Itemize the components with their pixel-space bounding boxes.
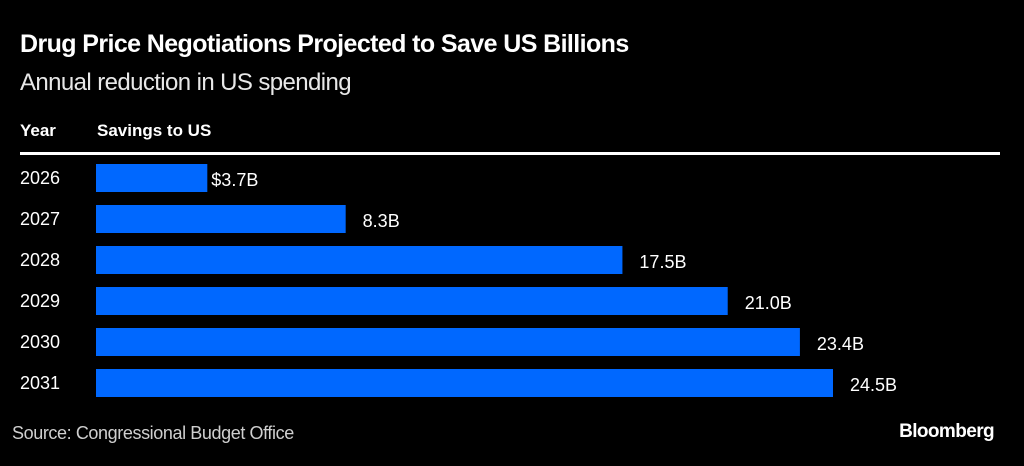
year-label: 2029 xyxy=(20,291,60,311)
column-header-year: Year xyxy=(20,121,56,140)
bar-2028 xyxy=(96,246,623,274)
year-label: 2028 xyxy=(20,250,60,270)
value-label: 23.4B xyxy=(817,334,864,354)
year-label: 2027 xyxy=(20,209,60,229)
bar-2030 xyxy=(96,328,800,356)
value-label: $3.7B xyxy=(211,170,258,190)
chart-title: Drug Price Negotiations Projected to Sav… xyxy=(20,30,629,58)
value-label: 8.3B xyxy=(363,211,400,231)
bloomberg-logo: Bloomberg xyxy=(899,421,994,442)
value-label: 17.5B xyxy=(639,252,686,272)
value-label: 24.5B xyxy=(850,375,897,395)
header-divider xyxy=(20,152,1000,155)
bar-2029 xyxy=(96,287,728,315)
column-header-savings: Savings to US xyxy=(97,121,212,140)
value-label: 21.0B xyxy=(745,293,792,313)
bar-2031 xyxy=(96,369,833,397)
year-label: 2030 xyxy=(20,332,60,352)
bar-2026 xyxy=(96,164,208,192)
year-label: 2031 xyxy=(20,373,60,393)
chart-subtitle: Annual reduction in US spending xyxy=(20,69,352,96)
year-label: 2026 xyxy=(20,168,60,188)
source-note: Source: Congressional Budget Office xyxy=(12,423,294,443)
bar-2027 xyxy=(96,205,346,233)
